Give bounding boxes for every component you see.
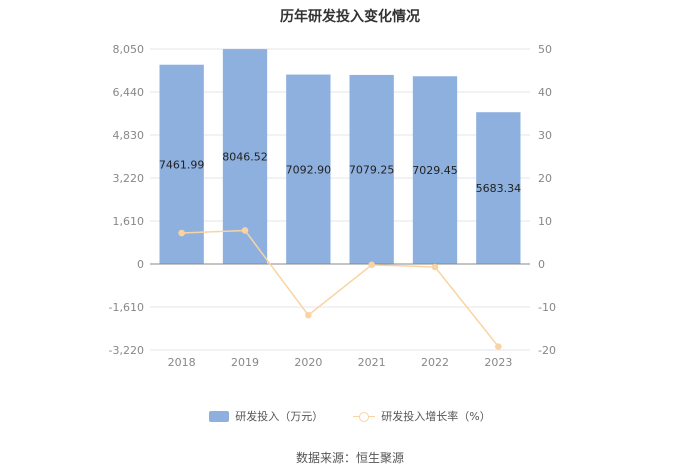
growth-point bbox=[241, 227, 249, 234]
bar-value-label: 8046.52 bbox=[222, 151, 268, 164]
y-left-tick-label: 6,440 bbox=[113, 86, 145, 99]
chart-title: 历年研发投入变化情况 bbox=[280, 9, 420, 25]
growth-point bbox=[368, 261, 375, 269]
growth-point bbox=[495, 343, 502, 350]
bar-value-label: 7461.99 bbox=[159, 158, 205, 171]
y-left-tick-label: 1,610 bbox=[113, 215, 145, 228]
grid-lines bbox=[150, 48, 530, 351]
bar-value-label: 7029.45 bbox=[412, 164, 458, 177]
growth-line bbox=[178, 227, 502, 350]
y-left-tick-label: -1,610 bbox=[109, 301, 144, 314]
bars bbox=[159, 49, 521, 265]
y-right-tick-label: 40 bbox=[538, 86, 552, 99]
x-tick-label: 2019 bbox=[231, 356, 259, 369]
chart-canvas: 8,050 6,440 4,830 3,220 1,610 0 -1,610 -3,220 5… bbox=[109, 43, 556, 369]
y-right-tick-label: -20 bbox=[538, 344, 556, 357]
y-right-tick-label: 0 bbox=[538, 258, 545, 271]
growth-line-path bbox=[181, 229, 499, 348]
x-tick-label: 2018 bbox=[168, 356, 196, 369]
x-tick-label: 2023 bbox=[484, 356, 512, 369]
y-right-tick-label: 10 bbox=[538, 215, 552, 228]
y-axis-left: 8,050 6,440 4,830 3,220 1,610 0 -1,610 -3,220 bbox=[109, 43, 144, 357]
x-axis: 2018 2019 2020 2021 2022 2023 bbox=[150, 263, 530, 369]
bar-labels: 7461.99 8046.52 7092.90 7079.25 7029.45 5683.… bbox=[159, 151, 521, 196]
growth-point bbox=[305, 311, 312, 319]
bar-value-label: 5683.34 bbox=[476, 182, 522, 195]
bar bbox=[349, 74, 394, 264]
y-left-tick-label: 0 bbox=[137, 258, 144, 271]
y-left-tick-label: 3,220 bbox=[113, 172, 145, 185]
source-note: 数据来源：恒生聚源 bbox=[295, 451, 404, 465]
y-left-tick-label: 8,050 bbox=[113, 43, 145, 56]
x-tick-label: 2022 bbox=[421, 356, 449, 369]
bar bbox=[286, 74, 331, 264]
legend-bar-label: 研发投入（万元） bbox=[235, 410, 324, 423]
bar bbox=[412, 76, 458, 264]
growth-point bbox=[178, 229, 185, 237]
legend: 研发投入（万元） 研发投入增长率（%） bbox=[0, 408, 700, 424]
y-right-tick-label: 20 bbox=[538, 172, 552, 185]
y-right-tick-label: -10 bbox=[538, 301, 556, 314]
legend-line-label: 研发投入增长率（%） bbox=[381, 410, 491, 423]
y-axis-right: 50 40 30 20 10 0 -10 -20 bbox=[538, 43, 556, 357]
legend-line-swatch bbox=[353, 411, 376, 422]
legend-bar-swatch bbox=[209, 410, 230, 422]
y-right-tick-label: 30 bbox=[538, 129, 552, 142]
y-left-tick-label: 4,830 bbox=[113, 129, 145, 142]
x-tick-label: 2021 bbox=[358, 356, 386, 369]
y-right-tick-label: 50 bbox=[538, 43, 552, 56]
bar bbox=[476, 112, 521, 265]
legend-item-bar[interactable]: 研发投入（万元） bbox=[209, 408, 323, 424]
bar-value-label: 7092.90 bbox=[286, 163, 332, 176]
x-tick-label: 2020 bbox=[294, 356, 322, 369]
growth-point bbox=[431, 263, 439, 271]
y-left-tick-label: -3,220 bbox=[109, 344, 144, 357]
bar-value-label: 7079.25 bbox=[349, 163, 395, 176]
legend-item-line[interactable]: 研发投入增长率（%） bbox=[353, 408, 491, 424]
